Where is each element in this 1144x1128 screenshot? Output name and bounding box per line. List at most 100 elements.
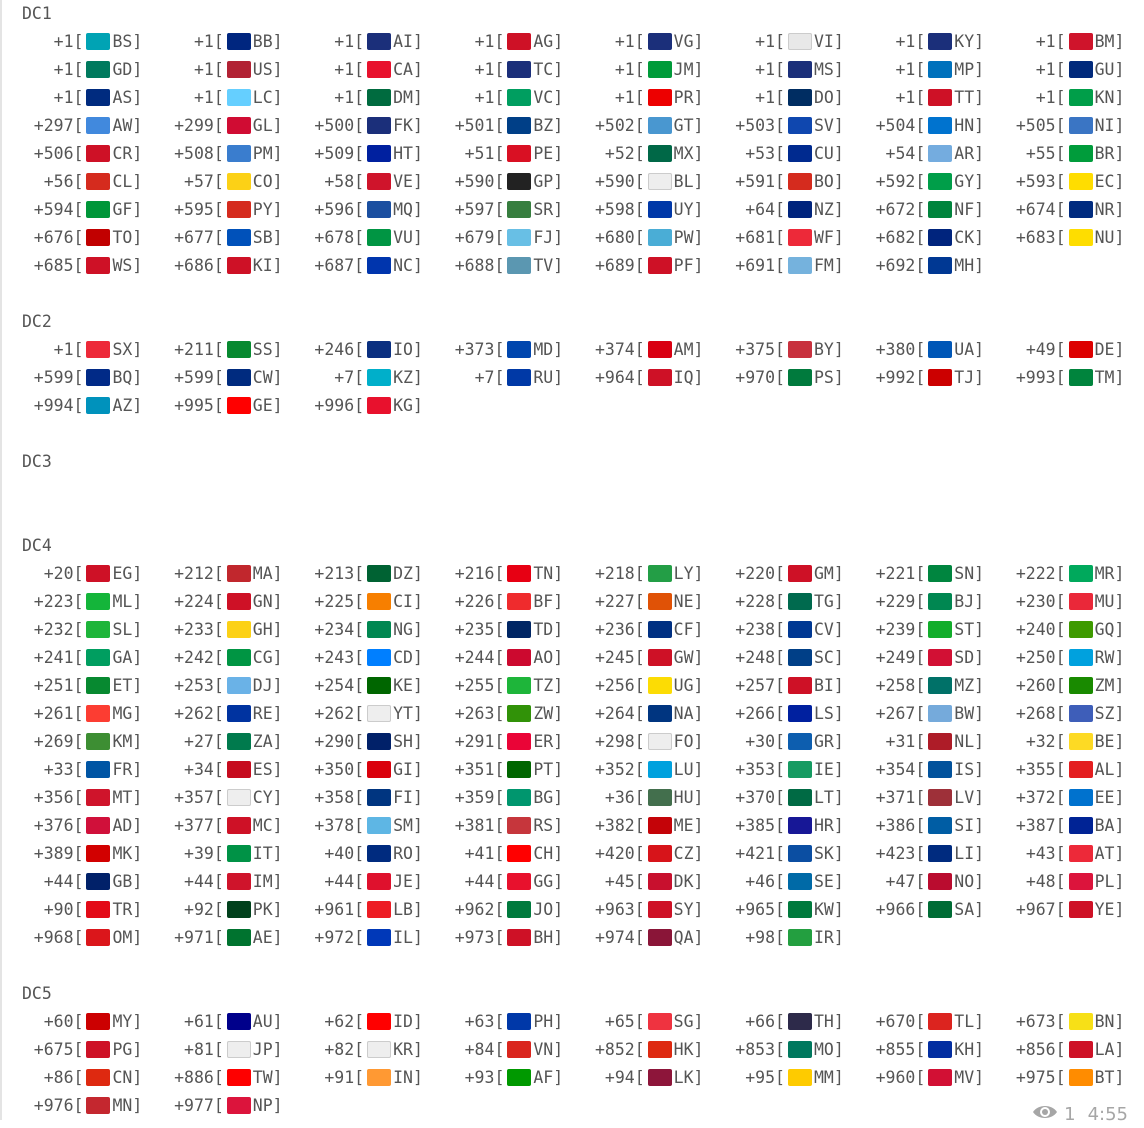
flag-icon	[86, 397, 111, 414]
country-code: SL	[112, 620, 133, 639]
country-code: KZ	[393, 368, 413, 387]
dial-code: +351	[454, 760, 495, 779]
country-code: AU	[252, 1012, 273, 1031]
country-entry: +7[KZ]	[334, 368, 423, 387]
flag-icon	[86, 705, 111, 722]
flag-icon	[86, 621, 111, 638]
country-entry: +225[CI]	[314, 592, 423, 611]
dial-code: +1	[895, 88, 916, 107]
country-entry: +687[NC]	[314, 256, 423, 275]
country-code: TO	[112, 228, 133, 247]
dial-code: +51	[464, 144, 495, 163]
dial-code: +423	[875, 844, 916, 863]
country-entry: +45[DK]	[604, 872, 704, 891]
flag-icon	[507, 845, 532, 862]
country-code: PW	[673, 228, 694, 247]
country-entry: +382[ME]	[594, 816, 704, 835]
flag-icon	[367, 89, 392, 106]
dial-code: +357	[174, 788, 214, 807]
country-entry: +961[LB]	[314, 900, 423, 919]
country-entry: +977[NP]	[174, 1096, 283, 1115]
country-entry: +298[FO]	[594, 732, 704, 751]
country-code: TW	[252, 1068, 273, 1087]
country-code: LY	[673, 564, 694, 583]
flag-icon	[86, 229, 111, 246]
dial-code: +1	[755, 32, 776, 51]
country-entry: +372[EE]	[1015, 788, 1125, 807]
country-entry: +356[MT]	[33, 788, 143, 807]
dial-code: +1	[1035, 88, 1056, 107]
dial-code: +242	[174, 648, 214, 667]
dial-code: +677	[174, 228, 214, 247]
dial-code: +373	[454, 340, 495, 359]
country-entry: +1[LC]	[193, 88, 283, 107]
country-code: NC	[393, 256, 413, 275]
country-code: HU	[673, 788, 694, 807]
country-code: NR	[1094, 200, 1115, 219]
dial-code: +691	[735, 256, 776, 275]
dial-code: +244	[454, 648, 495, 667]
country-entry: +31[NL]	[885, 732, 985, 751]
flag-icon	[928, 621, 953, 638]
flag-icon	[1068, 173, 1093, 190]
dial-code: +682	[875, 228, 916, 247]
dial-code: +370	[735, 788, 776, 807]
dial-code: +1	[53, 60, 74, 79]
country-code: VG	[673, 32, 694, 51]
dial-code: +590	[454, 172, 495, 191]
flag-icon	[507, 61, 532, 78]
dial-code: +90	[43, 900, 74, 919]
flag-icon	[1068, 341, 1093, 358]
dial-code: +62	[324, 1012, 355, 1031]
dial-code: +594	[33, 200, 74, 219]
dial-code: +256	[594, 676, 635, 695]
country-entry: +675[PG]	[33, 1040, 143, 1059]
country-entry: +856[LA]	[1015, 1040, 1125, 1059]
country-entry: +44[GG]	[464, 872, 564, 891]
dial-code: +358	[314, 788, 355, 807]
country-entry: +966[SA]	[875, 900, 985, 919]
dial-code: +676	[33, 228, 74, 247]
country-code: NI	[1094, 116, 1115, 135]
flag-icon	[507, 873, 532, 890]
country-code: KH	[954, 1040, 975, 1059]
flag-icon	[86, 117, 111, 134]
country-code: NO	[954, 872, 975, 891]
country-entry: +855[KH]	[875, 1040, 985, 1059]
dial-code: +996	[314, 396, 355, 415]
country-code: SG	[673, 1012, 694, 1031]
country-entry: +250[RW]	[1015, 648, 1125, 667]
flag-icon	[647, 61, 672, 78]
flag-icon	[86, 901, 111, 918]
country-code: TT	[954, 88, 975, 107]
country-code: IT	[252, 844, 273, 863]
flag-icon	[928, 789, 953, 806]
dial-code: +44	[464, 872, 495, 891]
dial-code: +1	[53, 340, 74, 359]
country-code: RS	[533, 816, 554, 835]
country-code: VE	[393, 172, 413, 191]
country-code: IQ	[673, 368, 694, 387]
flag-icon	[647, 929, 672, 946]
dial-code: +853	[735, 1040, 776, 1059]
country-entry: +218[LY]	[594, 564, 704, 583]
country-entry: +968[OM]	[33, 928, 143, 947]
entry-row: +44[GB] +44[IM] +44[JE] +44[GG] +45[DK] +46[S…	[2, 868, 1142, 896]
country-code: MA	[252, 564, 273, 583]
entry-row: +506[CR] +508[PM] +509[HT] +51[PE] +52[MX] +5…	[2, 140, 1142, 168]
dial-code: +886	[174, 1068, 214, 1087]
entry-row: +90[TR] +92[PK] +961[LB] +962[JO] +963[SY] +9…	[2, 896, 1142, 924]
country-entry: +1[DO]	[755, 88, 844, 107]
country-code: MX	[673, 144, 694, 163]
country-entry: +1[AI]	[334, 32, 423, 51]
country-code: GB	[112, 872, 133, 891]
dial-code: +223	[33, 592, 74, 611]
entry-row: +60[MY] +61[AU] +62[ID] +63[PH] +65[SG] +66[T…	[2, 1008, 1142, 1036]
flag-icon	[647, 901, 672, 918]
dial-code: +856	[1015, 1040, 1056, 1059]
blank-line	[2, 280, 1142, 308]
flag-icon	[226, 649, 251, 666]
country-code: KM	[112, 732, 133, 751]
flag-icon	[647, 201, 672, 218]
dial-code: +591	[735, 172, 776, 191]
